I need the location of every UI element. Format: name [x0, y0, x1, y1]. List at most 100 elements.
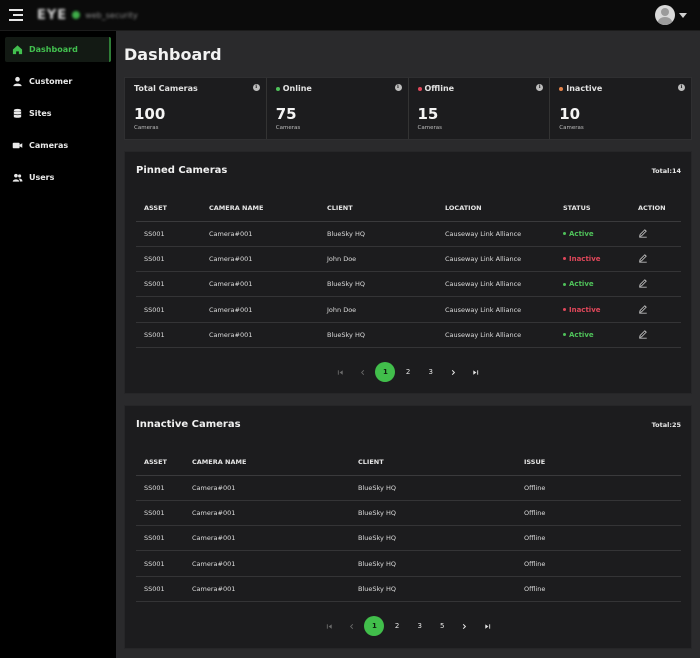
users-icon: [12, 172, 23, 183]
asset-cell: SS001: [136, 576, 184, 602]
sidebar-item-sites[interactable]: Sites: [5, 101, 111, 126]
logo-dot: [72, 11, 81, 19]
page-button-2[interactable]: 2: [394, 622, 400, 630]
person-icon: [12, 76, 23, 87]
stat-inactive: Inactive i 10 Cameras: [550, 78, 691, 139]
video-camera-icon: [12, 140, 23, 151]
client-cell: BlueSky HQ: [350, 550, 516, 577]
column-header: ISSUE: [516, 449, 681, 476]
info-icon[interactable]: i: [394, 84, 402, 91]
asset-cell: SS001: [136, 475, 184, 501]
previous-page-icon[interactable]: [353, 362, 373, 382]
page-button-2[interactable]: 2: [405, 368, 411, 376]
camera-name-cell: Camera#001: [201, 296, 319, 323]
last-page-icon[interactable]: [477, 616, 497, 636]
last-page-icon[interactable]: [466, 362, 486, 382]
table-row[interactable]: SS001 Camera#001 John Doe Causeway Link All…: [136, 296, 681, 323]
page-button-1[interactable]: 1: [375, 362, 396, 382]
stat-label: Total Cameras: [134, 84, 266, 93]
inactive-pagination: 1 2 3 5: [318, 616, 499, 636]
issue-cell: Offline: [516, 550, 681, 577]
location-cell: Causeway Link Alliance: [437, 296, 555, 323]
status-dot-icon: [563, 232, 566, 236]
client-cell: John Doe: [319, 296, 437, 323]
stat-value: 75: [275, 105, 297, 123]
first-page-icon[interactable]: [319, 616, 339, 636]
table-row[interactable]: SS001 Camera#001 BlueSky HQ Offline: [136, 475, 681, 501]
issue-cell: Offline: [516, 500, 681, 527]
pinned-cameras-table: ASSET CAMERA NAME CLIENT LOCATION STATUS…: [136, 195, 681, 348]
stat-unit: Cameras: [134, 125, 159, 131]
asset-cell: SS001: [136, 550, 184, 577]
info-icon[interactable]: i: [252, 84, 260, 91]
main-content: Dashboard Total Cameras i 100 Cameras On…: [116, 31, 700, 658]
page-button-5[interactable]: 5: [440, 622, 445, 630]
pinned-pagination: 1 2 3: [329, 362, 487, 382]
next-page-icon[interactable]: [443, 362, 463, 382]
sidebar-item-cameras[interactable]: Cameras: [5, 133, 111, 158]
app-logo[interactable]: EYE web_security: [37, 8, 138, 23]
stat-online: Online i 75 Cameras: [267, 78, 409, 139]
status-dot-icon: [563, 257, 566, 261]
sidebar-item-label: Cameras: [29, 141, 69, 150]
table-row[interactable]: SS001 Camera#001 BlueSky HQ Causeway Link A…: [136, 322, 681, 348]
sidebar-item-users[interactable]: Users: [5, 165, 111, 190]
table-row[interactable]: SS001 Camera#001 BlueSky HQ Offline: [136, 550, 681, 577]
previous-page-icon[interactable]: [342, 616, 362, 636]
edit-icon[interactable]: [638, 329, 648, 339]
pinned-cameras-title: Pinned Cameras: [136, 165, 228, 176]
column-header: LOCATION: [437, 195, 555, 222]
first-page-icon[interactable]: [330, 362, 350, 382]
status-dot-icon: [563, 308, 566, 312]
table-row[interactable]: SS001 Camera#001 BlueSky HQ Offline: [136, 500, 681, 527]
column-header: STATUS: [555, 195, 630, 222]
inactive-cameras-title: Innactive Cameras: [136, 419, 241, 430]
online-dot-icon: [275, 86, 280, 91]
client-cell: BlueSky HQ: [319, 271, 437, 298]
home-icon: [12, 44, 23, 55]
status-cell: Active: [555, 322, 630, 348]
menu-toggle-icon[interactable]: [9, 9, 23, 21]
user-menu[interactable]: [655, 5, 687, 25]
database-icon: [12, 108, 23, 119]
status-text: Active: [569, 330, 594, 339]
page-button-1[interactable]: 1: [364, 616, 385, 636]
info-icon[interactable]: i: [536, 84, 544, 91]
client-cell: BlueSky HQ: [350, 475, 516, 501]
chevron-down-icon[interactable]: [679, 12, 687, 18]
camera-name-cell: Camera#001: [184, 550, 350, 577]
issue-cell: Offline: [516, 576, 681, 602]
edit-icon[interactable]: [638, 278, 648, 288]
table-row[interactable]: SS001 Camera#001 BlueSky HQ Offline: [136, 525, 681, 552]
column-header: CAMERA NAME: [184, 449, 350, 476]
stat-label-text: Inactive: [566, 84, 603, 93]
edit-icon[interactable]: [638, 228, 648, 238]
status-text: Active: [569, 229, 594, 238]
avatar[interactable]: [655, 5, 675, 25]
location-cell: Causeway Link Alliance: [437, 221, 555, 247]
location-cell: Causeway Link Alliance: [437, 246, 555, 273]
sidebar-item-dashboard[interactable]: Dashboard: [5, 37, 111, 62]
column-header: CAMERA NAME: [201, 195, 319, 222]
table-row[interactable]: SS001 Camera#001 BlueSky HQ Offline: [136, 576, 681, 602]
table-row[interactable]: SS001 Camera#001 John Doe Causeway Link All…: [136, 246, 681, 273]
stat-label: Online: [275, 84, 408, 93]
edit-icon[interactable]: [638, 304, 648, 314]
asset-cell: SS001: [136, 296, 201, 323]
top-bar: EYE web_security: [0, 0, 700, 31]
edit-icon[interactable]: [638, 253, 648, 263]
table-row[interactable]: SS001 Camera#001 BlueSky HQ Causeway Link A…: [136, 221, 681, 247]
issue-cell: Offline: [516, 525, 681, 552]
table-header-row: ASSET CAMERA NAME CLIENT ISSUE: [136, 449, 681, 476]
status-text: Inactive: [569, 254, 601, 263]
status-cell: Inactive: [555, 246, 630, 273]
table-row[interactable]: SS001 Camera#001 BlueSky HQ Causeway Link A…: [136, 271, 681, 298]
stat-label-text: Offline: [424, 84, 455, 93]
page-button-3[interactable]: 3: [417, 622, 422, 630]
next-page-icon[interactable]: [455, 616, 475, 636]
page-button-3[interactable]: 3: [428, 368, 433, 376]
sidebar-item-customer[interactable]: Customer: [5, 69, 111, 94]
asset-cell: SS001: [136, 322, 201, 348]
stat-unit: Cameras: [559, 125, 584, 131]
info-icon[interactable]: i: [678, 84, 685, 91]
